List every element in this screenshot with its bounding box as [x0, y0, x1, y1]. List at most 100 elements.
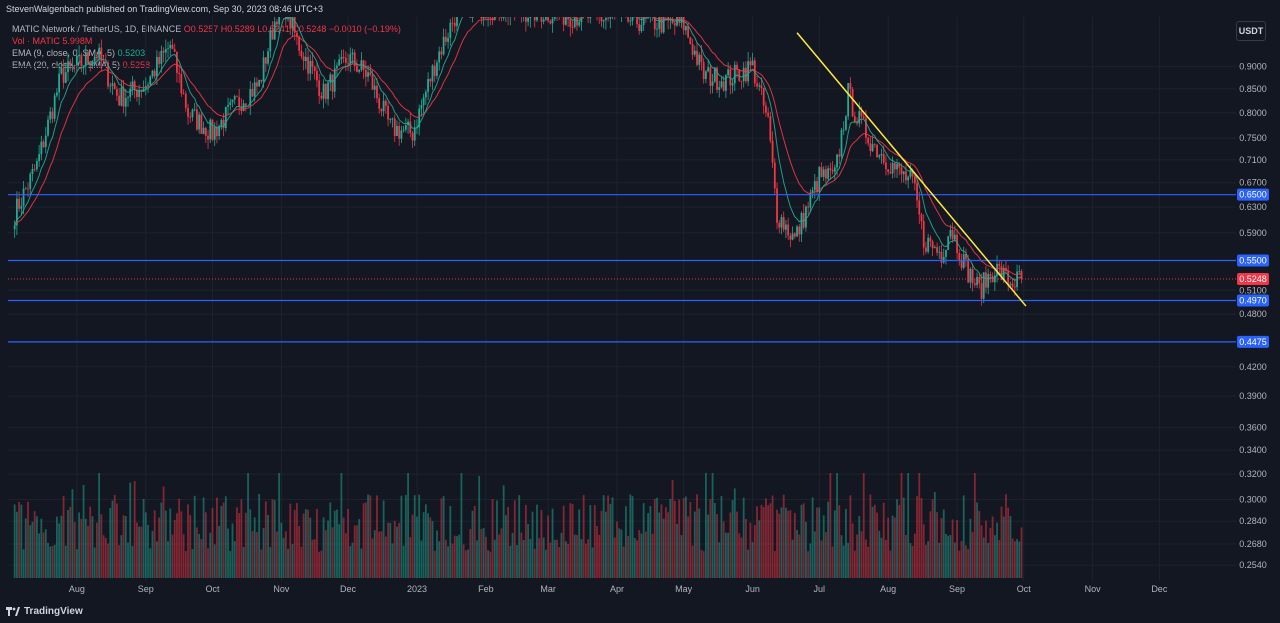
x-tick-label: Nov	[273, 584, 290, 594]
candle-body	[13, 225, 16, 230]
volume-bar	[309, 517, 312, 578]
candle-body	[296, 32, 298, 37]
currency-button[interactable]: USDT	[1236, 21, 1266, 41]
candle-body	[516, 6, 518, 12]
volume-bar	[464, 550, 467, 578]
candle-body	[327, 82, 329, 100]
candle-body	[87, 52, 89, 63]
volume-bar	[384, 536, 387, 578]
candle-body	[71, 65, 74, 66]
volume-bar	[98, 473, 101, 578]
candle-body	[993, 275, 996, 283]
candle-body	[358, 69, 361, 72]
volume-bar	[93, 547, 96, 578]
candle-body	[793, 233, 796, 237]
volume-bar	[127, 542, 129, 578]
volume-bar	[653, 498, 656, 578]
candle-body	[364, 69, 367, 77]
volume-bar	[1020, 527, 1023, 578]
candle-body	[893, 163, 896, 170]
volume-bar	[618, 528, 621, 578]
candle-body	[760, 85, 763, 88]
candle-body	[373, 85, 376, 90]
volume-bar	[638, 530, 641, 578]
candle-body	[207, 135, 209, 140]
candle-body	[164, 49, 167, 53]
last-price-label: 0.5248	[1239, 274, 1267, 284]
volume-bar	[609, 503, 612, 578]
candle-body	[985, 272, 987, 288]
candle-body	[329, 74, 332, 83]
volume-bar	[416, 516, 418, 578]
volume-bar	[913, 533, 916, 578]
volume-bar	[400, 495, 403, 578]
volume-bar	[771, 495, 774, 578]
candle-body	[660, 17, 663, 33]
x-tick-label: Mar	[540, 584, 556, 594]
volume-bar	[916, 496, 918, 578]
candle-body	[200, 114, 203, 134]
volume-bar	[793, 512, 796, 578]
volume-bar	[151, 530, 154, 578]
candle-body	[396, 125, 398, 137]
volume-bar	[460, 473, 463, 578]
candle-body	[69, 61, 72, 66]
volume-bar	[551, 508, 554, 578]
candle-body	[789, 235, 792, 240]
volume-bar	[167, 541, 169, 578]
volume-bar	[736, 511, 738, 578]
candle-body	[629, 20, 632, 22]
candle-body	[851, 88, 854, 117]
volume-bar	[24, 518, 27, 578]
candle-body	[378, 98, 381, 109]
volume-bar	[956, 520, 958, 578]
volume-bar	[589, 505, 592, 578]
candle-body	[553, 17, 556, 19]
candle-body	[456, 17, 458, 27]
volume-bar	[933, 492, 936, 578]
candle-body	[638, 24, 641, 32]
publisher-line: StevenWalgenbach published on TradingVie…	[6, 4, 323, 14]
volume-bar	[973, 473, 976, 578]
y-tick-label: 0.3000	[1239, 495, 1267, 505]
candle-body	[616, 15, 618, 16]
candle-body	[233, 96, 236, 100]
candle-body	[422, 97, 425, 106]
candle-body	[936, 247, 938, 253]
volume-bar	[349, 546, 352, 578]
candle-body	[731, 83, 734, 86]
volume-bar	[709, 499, 712, 578]
volume-bar	[593, 505, 596, 578]
candle-body	[607, 18, 610, 20]
candle-body	[342, 56, 345, 58]
candle-body	[982, 272, 985, 299]
candle-body	[689, 37, 692, 45]
candle-body	[227, 104, 229, 107]
volume-bar	[144, 512, 147, 578]
volume-bar	[253, 517, 256, 578]
volume-bar	[673, 500, 676, 578]
candle-body	[262, 57, 265, 82]
candle-body	[22, 188, 25, 206]
candle-body	[645, 12, 647, 16]
candle-body	[80, 54, 83, 66]
volume-bar	[220, 506, 223, 578]
volume-bar	[418, 494, 421, 578]
volume-bar	[402, 545, 405, 578]
candle-body	[384, 100, 387, 106]
volume-bar	[387, 522, 389, 578]
volume-bar	[313, 539, 316, 578]
candle-body	[652, 11, 654, 15]
x-tick-label: Aug	[880, 584, 896, 594]
volume-bar	[67, 509, 69, 578]
volume-bar	[1011, 538, 1014, 578]
volume-bar	[204, 512, 207, 578]
candle-body	[451, 22, 454, 24]
volume-bar	[698, 508, 701, 578]
volume-bar	[362, 503, 365, 578]
candle-body	[945, 249, 947, 258]
volume-bar	[976, 502, 978, 578]
volume-bar	[282, 537, 285, 578]
candle-body	[623, 10, 625, 11]
